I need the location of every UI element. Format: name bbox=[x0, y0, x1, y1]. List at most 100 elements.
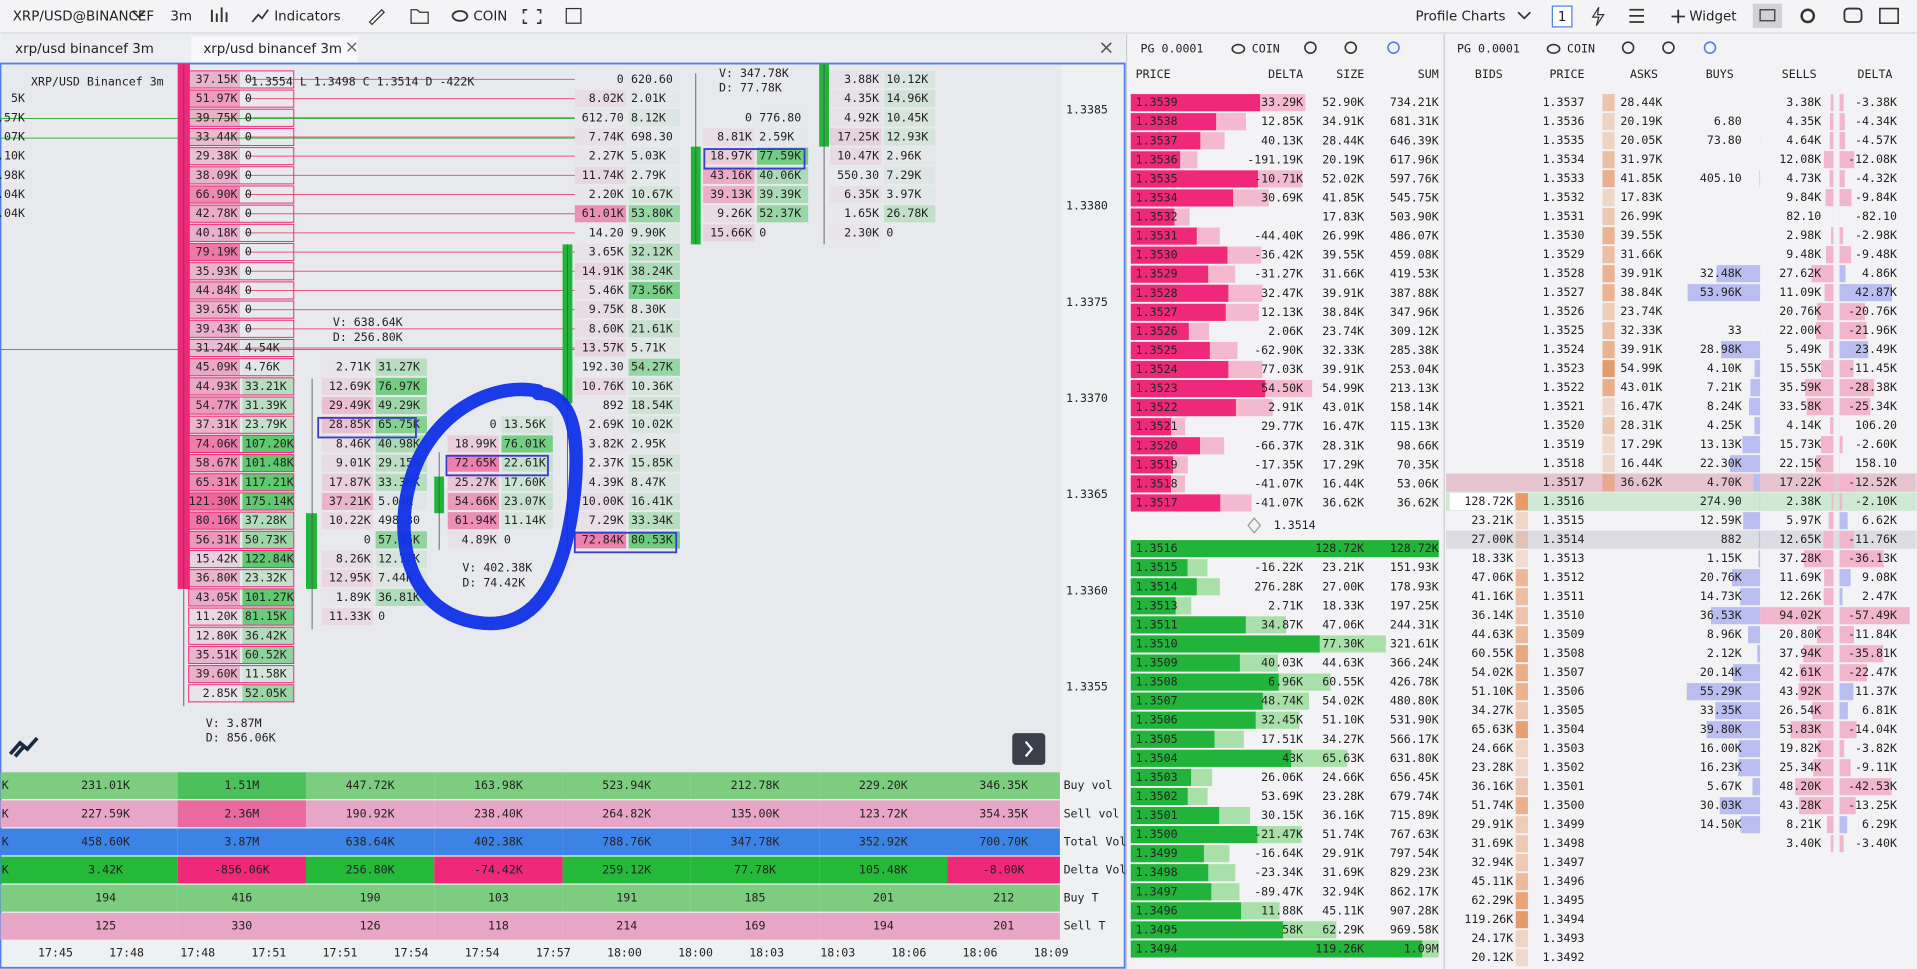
camera-icon[interactable] bbox=[1759, 9, 1776, 22]
indicators[interactable]: Indicators bbox=[274, 9, 340, 24]
cluster-bid: 2.37K bbox=[589, 456, 624, 470]
bid-bar bbox=[1515, 531, 1528, 549]
symbol-dropdown[interactable] bbox=[131, 10, 146, 19]
stats-value: 105.48K bbox=[859, 863, 908, 877]
panel-icon[interactable] bbox=[1304, 41, 1317, 54]
sells-bar bbox=[1816, 626, 1834, 644]
dom-price: 1.3502 bbox=[1136, 789, 1178, 803]
scroll-right-button[interactable] bbox=[1012, 733, 1046, 765]
layout-number-box[interactable] bbox=[1551, 5, 1573, 28]
cluster-value: .10K bbox=[0, 149, 25, 163]
bid-cell bbox=[703, 128, 755, 146]
tab-title[interactable]: xrp/usd binancef 3m bbox=[203, 42, 342, 57]
dom-sum: 734.21K bbox=[1390, 95, 1439, 109]
cluster-ask: 16.41K bbox=[631, 494, 673, 508]
folder-icon[interactable] bbox=[410, 9, 429, 24]
ask-cell bbox=[242, 646, 294, 664]
buys-bar bbox=[1758, 550, 1761, 568]
chart-type-icon[interactable] bbox=[210, 7, 228, 22]
cluster-ask: 0 bbox=[245, 187, 252, 201]
dom-coin[interactable]: COIN bbox=[1252, 41, 1280, 55]
dom-price: 1.3511 bbox=[1136, 617, 1178, 631]
dom-size: 36.16K bbox=[1322, 808, 1364, 822]
volume-note: V: 638.64K bbox=[333, 315, 403, 329]
dom-size: 52.02K bbox=[1322, 171, 1364, 185]
bid-cell bbox=[188, 646, 240, 664]
stats-cell bbox=[947, 856, 1060, 884]
ladder-delta: -25.34K bbox=[1848, 399, 1897, 413]
dom-delta: 30.15K bbox=[1261, 808, 1303, 822]
tab-title[interactable]: xrp/usd binancef 3m bbox=[15, 42, 154, 57]
panel-close[interactable] bbox=[1100, 42, 1112, 54]
bid-bar bbox=[1515, 664, 1528, 682]
interval[interactable]: 3m bbox=[170, 9, 192, 24]
widget[interactable]: Widget bbox=[1689, 9, 1736, 24]
size-bar bbox=[1130, 284, 1229, 302]
fullscreen-icon[interactable] bbox=[522, 8, 542, 25]
layout-dropdown[interactable] bbox=[1517, 11, 1531, 20]
scroll-right-arrow[interactable] bbox=[1024, 741, 1034, 758]
time-label: 18:00 bbox=[607, 946, 642, 960]
ladder-ask: 28.44K bbox=[1620, 95, 1662, 109]
ask-cell bbox=[628, 320, 680, 338]
panel-icon[interactable] bbox=[1387, 41, 1400, 54]
tab-close[interactable] bbox=[347, 42, 357, 52]
ladder-bid: 54.02K bbox=[1471, 665, 1513, 679]
cluster-ask: 33.21K bbox=[245, 379, 287, 393]
robot-icon[interactable] bbox=[1843, 7, 1863, 23]
buys-bar bbox=[1719, 797, 1761, 815]
ladder-price: 1.3513 bbox=[1543, 551, 1585, 565]
dom-precision[interactable]: PG 0.0001 bbox=[1141, 41, 1204, 55]
cluster-ask: 0 bbox=[245, 321, 252, 335]
active-tab[interactable] bbox=[191, 36, 358, 64]
ladder-sells: 37.94K bbox=[1779, 646, 1821, 660]
ladder-precision[interactable]: PG 0.0001 bbox=[1457, 41, 1520, 55]
cluster-bid: 7.74K bbox=[589, 129, 624, 143]
panel-icon[interactable] bbox=[1621, 41, 1635, 54]
window-icon[interactable] bbox=[1879, 7, 1899, 25]
cluster-row-frame bbox=[188, 358, 295, 377]
sells-bar bbox=[1828, 512, 1834, 530]
camera-button[interactable] bbox=[1752, 3, 1783, 29]
stats-cell bbox=[434, 884, 563, 912]
layout[interactable]: Profile Charts bbox=[1416, 9, 1506, 24]
widget-plus[interactable] bbox=[1671, 9, 1685, 24]
dom-sum: 631.80K bbox=[1390, 751, 1439, 765]
cluster-bid: 43.05K bbox=[196, 590, 238, 604]
panel-icon[interactable] bbox=[1344, 41, 1358, 54]
bid-bar bbox=[1515, 778, 1528, 796]
legend-ohlc: 1.3554 L 1.3498 C 1.3514 D -422K bbox=[251, 74, 474, 88]
screenshot-icon[interactable] bbox=[565, 7, 582, 24]
dom-sum: 1.09M bbox=[1404, 941, 1439, 955]
indicators-icon[interactable] bbox=[251, 9, 269, 23]
bid-cell bbox=[188, 185, 240, 204]
bid-cell bbox=[188, 588, 240, 606]
draw-icon[interactable] bbox=[368, 8, 386, 26]
ladder-buys: 20.14K bbox=[1700, 665, 1742, 679]
settings-icon[interactable] bbox=[1800, 8, 1816, 24]
panel-icon[interactable] bbox=[1703, 41, 1717, 54]
cluster-bid: 8.02K bbox=[589, 91, 624, 105]
panel-icon[interactable] bbox=[1662, 41, 1675, 54]
bid-cell bbox=[188, 109, 240, 127]
cluster-ask: 117.21K bbox=[245, 475, 294, 489]
alert-icon[interactable] bbox=[1591, 7, 1605, 26]
cluster-ask: 7.29K bbox=[886, 168, 921, 182]
layout-number[interactable]: 1 bbox=[1558, 10, 1567, 25]
list-icon[interactable] bbox=[1629, 8, 1645, 23]
ask-cell bbox=[883, 109, 936, 127]
bid-cell bbox=[574, 339, 627, 357]
ladder-ask: 17.83K bbox=[1620, 190, 1662, 204]
cluster-bid: 72.65K bbox=[455, 456, 497, 470]
ask-cell bbox=[242, 377, 294, 395]
delta-bar bbox=[1839, 626, 1854, 644]
ask-cell bbox=[628, 377, 680, 395]
ladder-buys: 4.25K bbox=[1707, 418, 1742, 432]
ladder-price: 1.3503 bbox=[1543, 741, 1585, 755]
dom-delta: -17.35K bbox=[1254, 457, 1303, 471]
coin-icon[interactable] bbox=[451, 10, 469, 22]
coin[interactable]: COIN bbox=[473, 9, 507, 24]
symbol[interactable]: XRP/USD@BINANCEF bbox=[13, 9, 154, 24]
ladder-coin[interactable]: COIN bbox=[1567, 41, 1595, 55]
cluster-ask: 122.84K bbox=[245, 552, 294, 566]
